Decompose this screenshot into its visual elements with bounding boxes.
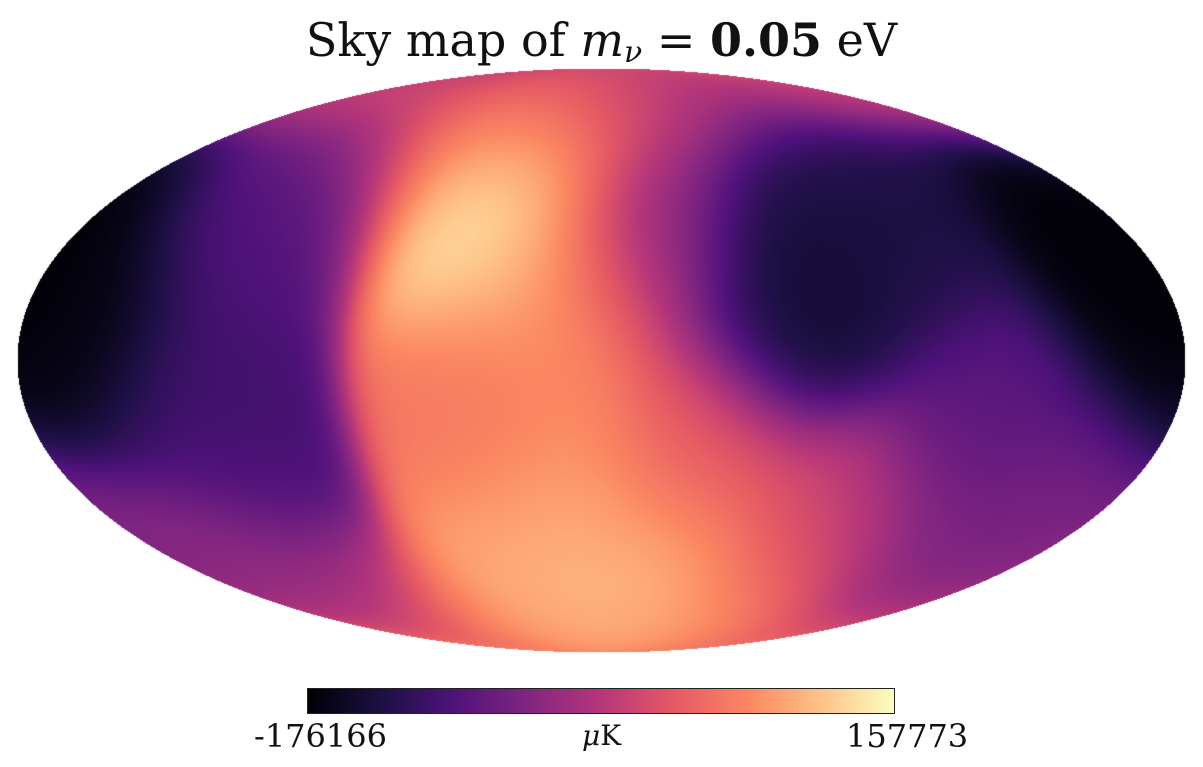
colorbar bbox=[307, 688, 895, 714]
title-equals: = bbox=[642, 13, 710, 67]
title-value: 0.05 bbox=[710, 13, 823, 67]
title-prefix: Sky map of bbox=[305, 13, 581, 67]
map-title: Sky map of mν = 0.05 eV bbox=[0, 10, 1203, 83]
colorbar-unit-label: μK bbox=[582, 719, 622, 752]
colorbar-max-label: 157773 bbox=[846, 717, 969, 755]
title-unit: eV bbox=[822, 13, 898, 67]
title-symbol: mν bbox=[580, 13, 643, 70]
title-subscript: ν bbox=[623, 35, 643, 70]
colorbar-min-label: -176166 bbox=[254, 717, 387, 755]
